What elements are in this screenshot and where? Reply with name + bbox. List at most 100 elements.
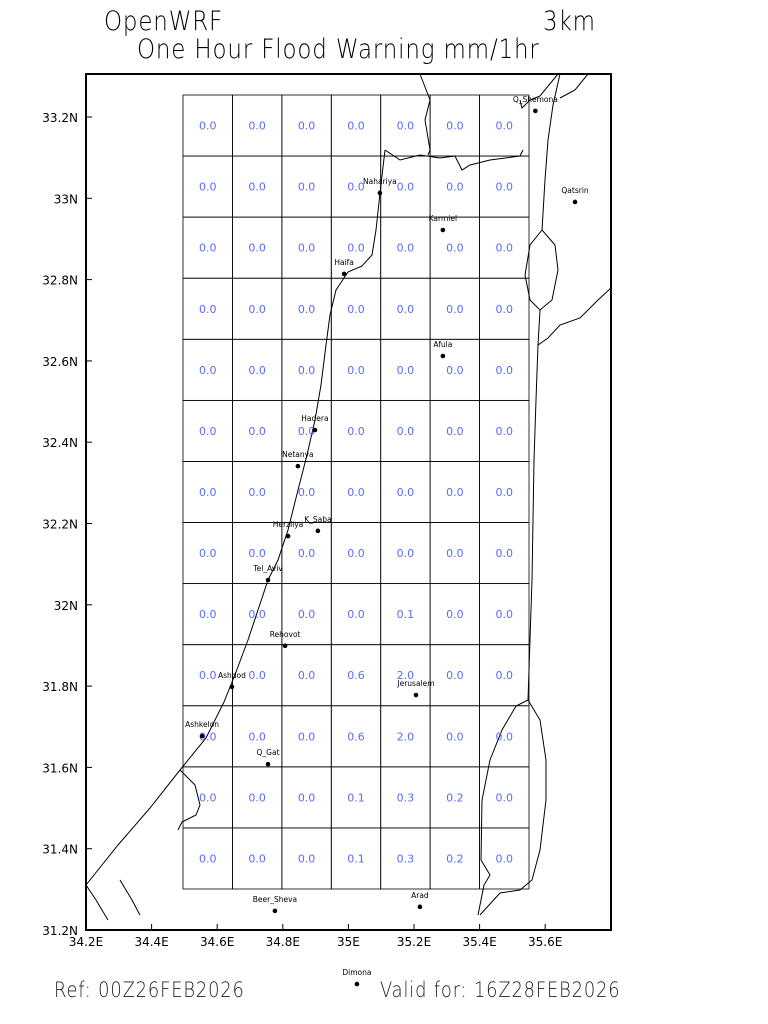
city-label: Karmiel — [429, 214, 457, 223]
border-line — [85, 149, 386, 886]
cell-value: 0.0 — [199, 730, 217, 743]
lon-tick-label: 35.2E — [397, 935, 431, 949]
cell-value: 0.0 — [248, 120, 266, 133]
city-label: K_Saba — [304, 515, 331, 524]
city-label: Tel_Aviv — [252, 564, 283, 573]
cell-value: 0.0 — [397, 181, 415, 194]
city-label: Ashdod — [218, 671, 246, 680]
border-line — [85, 884, 109, 921]
lon-tick-label: 34.6E — [200, 935, 234, 949]
grid-cell — [479, 827, 530, 890]
cell-value: 0.0 — [397, 242, 415, 255]
cell-value: 0.0 — [496, 608, 514, 621]
cell-value: 0.0 — [496, 242, 514, 255]
cell-value: 0.0 — [298, 486, 316, 499]
city-label: Afula — [433, 340, 452, 349]
cell-value: 0.0 — [496, 547, 514, 560]
cell-value: 0.0 — [397, 486, 415, 499]
lon-tick-label: 34.2E — [69, 935, 103, 949]
coastline-borders — [85, 73, 612, 921]
lat-tick-label: 31.4N — [42, 843, 78, 857]
border-line — [177, 769, 201, 831]
cell-value: 2.0 — [397, 669, 415, 682]
cell-value: 0.0 — [248, 303, 266, 316]
cell-value: 0.0 — [496, 303, 514, 316]
cell-value: 0.0 — [248, 852, 266, 865]
city-label: Q_Gat — [257, 748, 280, 757]
city-dot — [272, 908, 278, 914]
cell-value: 0.0 — [347, 608, 365, 621]
cell-value: 0.2 — [446, 852, 464, 865]
border-line — [559, 73, 589, 99]
cell-value: 0.0 — [446, 242, 464, 255]
city-label: Rehovot — [270, 630, 301, 639]
cell-value: 0.0 — [347, 181, 365, 194]
lon-tick-label: 35.6E — [528, 935, 562, 949]
lat-tick-label: 32.4N — [42, 436, 78, 450]
border-line — [541, 73, 561, 231]
city-label: Arad — [411, 891, 429, 900]
city-dot — [265, 761, 271, 767]
city-dot — [312, 427, 318, 433]
cell-value: 0.0 — [298, 547, 316, 560]
city-dot — [440, 353, 446, 359]
cell-value: 0.0 — [397, 364, 415, 377]
cell-value: 0.0 — [248, 425, 266, 438]
ref-time: Ref: 00Z26FEB2026 — [54, 978, 245, 1002]
lon-tick-label: 34.8E — [266, 935, 300, 949]
lat-tick-label: 31.8N — [42, 680, 78, 694]
axes: 34.2E 34.4E 34.6E 34.8E 35E 35.2E 35.4E 35.6E 31… — [42, 111, 562, 949]
lat-tick-label: 33N — [54, 192, 78, 206]
cell-value: 0.0 — [446, 547, 464, 560]
city-label: Ashkelon — [185, 720, 219, 729]
model-label: OpenWRF — [104, 6, 224, 37]
cell-value: 0.0 — [446, 608, 464, 621]
lat-tick-label: 32.6N — [42, 355, 78, 369]
border-line — [479, 699, 547, 916]
cell-value: 0.0 — [199, 669, 217, 682]
cell-value: 0.0 — [248, 242, 266, 255]
city-label: Q_Shemona — [513, 95, 558, 104]
cell-value: 0.0 — [248, 791, 266, 804]
cell-value: 0.0 — [347, 120, 365, 133]
cell-value: 2.0 — [397, 730, 415, 743]
cell-value: 0.0 — [248, 669, 266, 682]
city-label: Qatsrin — [561, 186, 589, 195]
city-label: Dimona — [342, 968, 371, 977]
city-label: Nahariya — [363, 177, 397, 186]
cell-value: 0.0 — [496, 486, 514, 499]
cell-value: 0.0 — [496, 425, 514, 438]
cell-value: 0.3 — [397, 791, 415, 804]
cell-value: 0.0 — [199, 181, 217, 194]
lat-tick-label: 33.2N — [42, 111, 78, 125]
cell-value: 0.0 — [397, 547, 415, 560]
cell-value: 0.1 — [347, 791, 365, 804]
city-dot — [533, 108, 538, 114]
cell-value: 0.0 — [199, 791, 217, 804]
cell-value: 0.0 — [397, 120, 415, 133]
cell-value: 0.0 — [347, 547, 365, 560]
cell-value: 0.0 — [496, 791, 514, 804]
city-label: Netanya — [282, 450, 314, 459]
cell-value: 0.0 — [298, 181, 316, 194]
cell-value: 0.0 — [397, 425, 415, 438]
cell-value: 0.0 — [347, 242, 365, 255]
cell-value: 0.0 — [199, 303, 217, 316]
cell-value: 0.6 — [347, 730, 365, 743]
cell-value: 0.0 — [446, 669, 464, 682]
cell-value: 0.0 — [298, 730, 316, 743]
cell-value: 0.0 — [298, 852, 316, 865]
cell-value: 0.1 — [397, 608, 415, 621]
lat-tick-label: 31.6N — [42, 761, 78, 775]
cell-value: 0.0 — [199, 608, 217, 621]
cell-value: 0.0 — [248, 608, 266, 621]
city-markers: Q_Shemona Nahariya Qatsrin Karmiel Haifa Aful… — [185, 95, 589, 987]
city-dot — [341, 271, 347, 277]
city-label: Jerusalem — [396, 679, 434, 688]
border-line — [524, 229, 559, 311]
cell-value: 0.3 — [397, 852, 415, 865]
lon-tick-label: 35.4E — [462, 935, 496, 949]
cell-value: 0.2 — [446, 791, 464, 804]
cell-value: 0.0 — [446, 425, 464, 438]
